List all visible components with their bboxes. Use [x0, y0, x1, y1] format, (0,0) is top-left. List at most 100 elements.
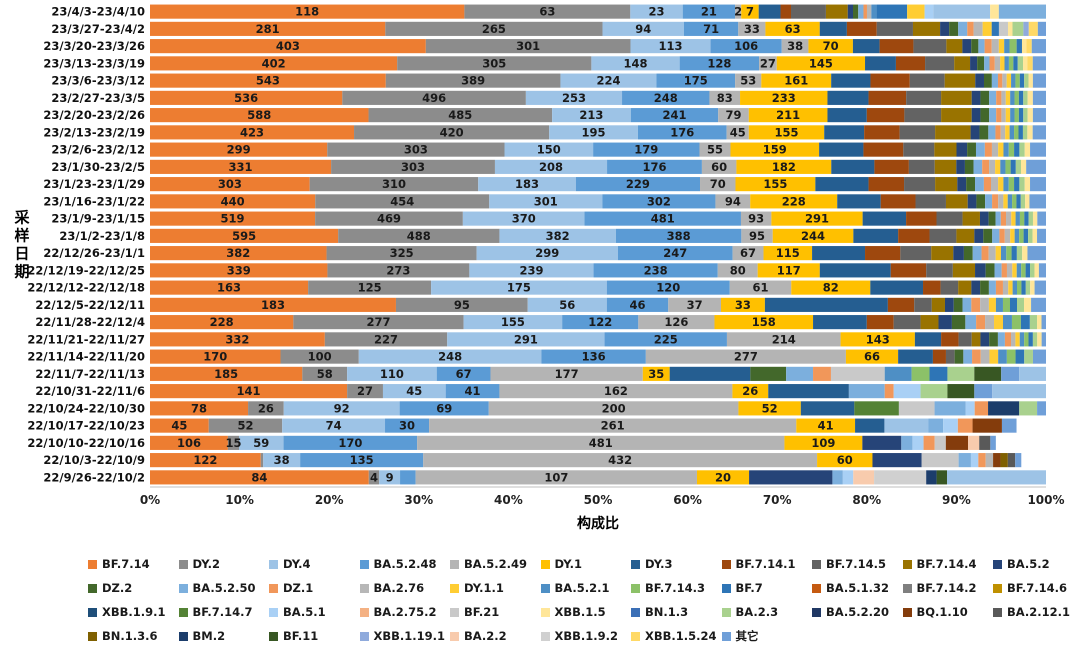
bar-segment [1019, 332, 1025, 347]
bar-segment [606, 280, 730, 295]
bar-segment [926, 470, 937, 485]
bar-segment [929, 228, 957, 243]
category-label: 22/12/26-23/1/1 [43, 246, 145, 260]
legend-swatch [540, 631, 550, 641]
bar-segment [906, 211, 937, 226]
segment-value-label: 95 [454, 298, 470, 312]
bar-segment [996, 108, 1002, 123]
bar-segment [726, 125, 749, 140]
bar-segment [1023, 228, 1029, 243]
bar-segment [898, 228, 930, 243]
bar-segment [1015, 73, 1020, 88]
bar-segment [208, 418, 283, 433]
bar-segment [962, 39, 972, 54]
legend-swatch [88, 583, 97, 593]
bar-segment [827, 90, 869, 105]
legend-item: BA.2.2 [450, 628, 507, 644]
legend-label: BQ.1.10 [916, 605, 968, 619]
bar-segment [327, 263, 470, 278]
bar-segment [379, 470, 401, 485]
segment-value-label: 179 [634, 143, 658, 157]
segment-value-label: 78 [191, 401, 207, 415]
bar-segment [150, 56, 398, 71]
bar-segment [1007, 453, 1016, 468]
segment-value-label: 53 [740, 74, 756, 88]
bar-segment [1000, 159, 1006, 174]
bar-segment [963, 246, 973, 261]
bar-segment [150, 435, 228, 450]
bar-segment [293, 315, 464, 330]
bar-segment [995, 159, 1001, 174]
bar-segment [1022, 246, 1028, 261]
bar-segment [1015, 349, 1025, 364]
bar-segment [988, 297, 996, 312]
bar-segment [864, 125, 900, 140]
segment-value-label: 52 [237, 419, 253, 433]
bar-segment [913, 39, 947, 54]
bar-segment [957, 177, 967, 192]
bar-segment [1023, 90, 1028, 105]
bar-segment [855, 418, 885, 433]
bar-segment [324, 332, 448, 347]
bar-segment [997, 332, 1005, 347]
bar-segment [1017, 297, 1025, 312]
bar-segment [1028, 211, 1033, 226]
bar-segment [824, 125, 865, 140]
bar-segment [827, 108, 867, 123]
bar-segment [992, 228, 1000, 243]
legend-swatch [993, 583, 1002, 593]
bar-segment [808, 39, 853, 54]
legend-item: BA.5.2 [993, 556, 1050, 572]
legend-item: BA.5.2.1 [540, 580, 610, 596]
x-tick-label: 20% [315, 493, 344, 507]
bar-segment [870, 280, 924, 295]
bar-segment [847, 4, 853, 19]
segment-value-label: 143 [866, 332, 890, 346]
bar-segment [1025, 263, 1031, 278]
bar-segment [354, 125, 550, 140]
segment-value-label: 200 [602, 401, 626, 415]
segment-value-label: 45 [171, 419, 187, 433]
segment-value-label: 155 [501, 315, 525, 329]
bar-segment [741, 228, 773, 243]
bar-segment [525, 90, 623, 105]
bar-segment [1024, 211, 1029, 226]
bar-segment [1032, 332, 1038, 347]
bar-segment [868, 90, 907, 105]
bar-segment [985, 453, 994, 468]
bar-segment [982, 159, 990, 174]
bar-segment [1037, 315, 1042, 330]
segment-value-label: 291 [514, 332, 538, 346]
legend-item: BF.7 [721, 580, 763, 596]
segment-value-label: 4 [370, 470, 378, 484]
legend-label: BF.7.14.2 [916, 581, 977, 595]
bar-segment [150, 108, 369, 123]
bar-segment [464, 4, 631, 19]
bar-segment [1007, 194, 1013, 209]
legend-item: BA.2.12.1 [993, 604, 1070, 620]
bar-segment [908, 159, 935, 174]
bar-segment [429, 418, 797, 433]
bar-segment [989, 108, 997, 123]
segment-value-label: 80 [730, 263, 746, 277]
bar-segment [738, 401, 801, 416]
legend-label: BA.5.2 [1007, 557, 1050, 571]
legend-swatch [812, 607, 821, 617]
bar-segment [966, 177, 976, 192]
bar-segment [1030, 177, 1046, 192]
bar-segment [872, 453, 922, 468]
bar-segment [1000, 125, 1006, 140]
legend-label: BF.7 [735, 581, 763, 595]
segment-value-label: 26 [258, 401, 274, 415]
bar-segment [924, 4, 934, 19]
bar-segment [904, 177, 936, 192]
segment-value-label: 214 [772, 332, 796, 346]
bar-segment [150, 280, 309, 295]
bar-segment [846, 21, 877, 36]
segment-value-label: 244 [801, 229, 825, 243]
bar-segment [973, 159, 983, 174]
segment-value-label: 67 [740, 246, 756, 260]
bar-segment [338, 228, 500, 243]
bar-segment [1008, 56, 1014, 71]
